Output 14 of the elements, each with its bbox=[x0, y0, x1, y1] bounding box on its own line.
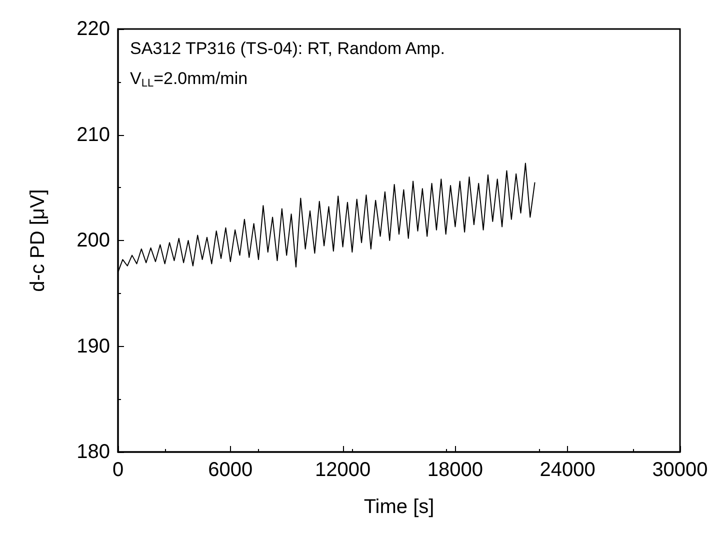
x-tick-label: 24000 bbox=[540, 459, 596, 481]
annotation: SA312 TP316 (TS-04): RT, Random Amp. bbox=[130, 39, 445, 58]
x-axis-title: Time [s] bbox=[364, 496, 434, 518]
y-tick-label: 190 bbox=[76, 335, 110, 358]
x-tick-label: 0 bbox=[112, 459, 124, 481]
x-tick-label: 6000 bbox=[208, 459, 253, 481]
x-tick-label: 30000 bbox=[652, 459, 708, 481]
y-tick-label: 180 bbox=[76, 441, 110, 463]
x-tick-label: 12000 bbox=[314, 459, 371, 481]
y-tick-label: 220 bbox=[76, 18, 110, 40]
y-tick-label: 210 bbox=[76, 124, 110, 146]
y-tick-label: 200 bbox=[76, 230, 110, 252]
x-tick-label: 18000 bbox=[427, 459, 484, 481]
y-axis-title: d-c PD [μV] bbox=[27, 189, 49, 292]
